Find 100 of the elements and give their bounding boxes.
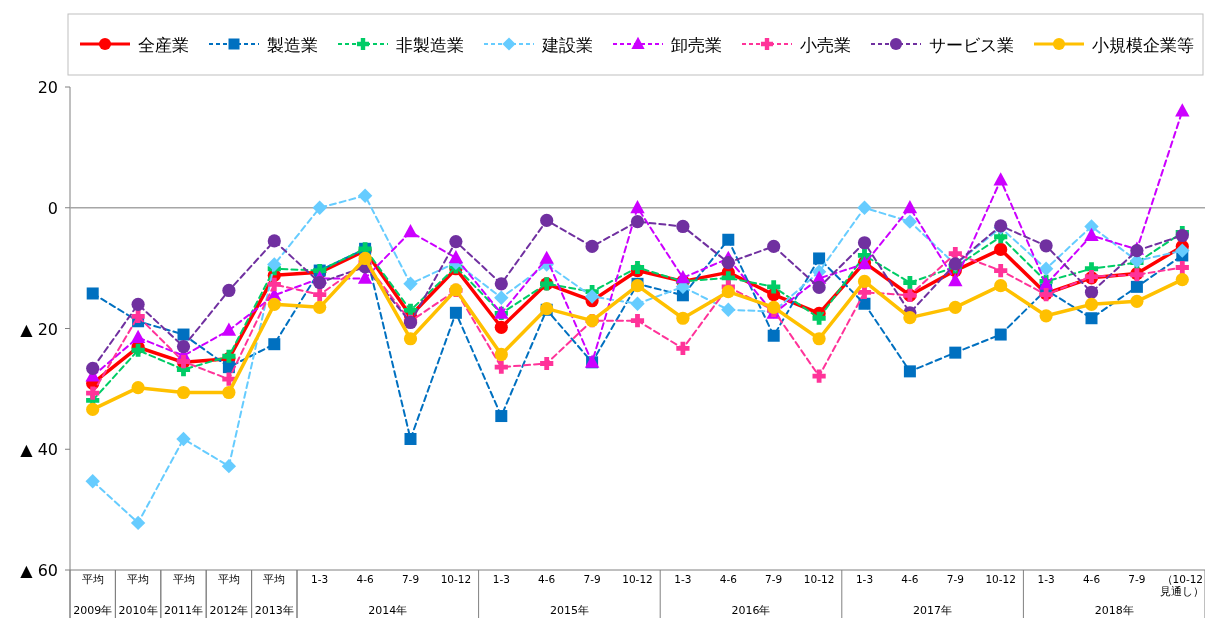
legend-label: 小規模企業等 [1092, 35, 1194, 55]
point [812, 280, 826, 295]
point [1084, 285, 1099, 299]
point [903, 311, 917, 325]
x-tick-label: 7-9 [946, 573, 964, 585]
point [358, 251, 372, 266]
text: 2012年 [209, 604, 249, 617]
legend-label: 製造業 [267, 35, 318, 55]
point [1130, 280, 1143, 293]
x-tick-label: 1-3 [855, 573, 874, 585]
point [994, 242, 1008, 257]
point [494, 290, 509, 305]
text: 2013年 [254, 604, 294, 617]
point [585, 239, 599, 253]
point [949, 346, 962, 359]
point [902, 199, 918, 214]
point [1175, 273, 1189, 287]
legend-label: 全産業 [138, 35, 189, 55]
point [404, 432, 417, 445]
point [812, 332, 826, 346]
point [903, 365, 916, 378]
x-tick-label: 7-9 [401, 573, 420, 585]
x-tick-label: 4-6 [356, 573, 374, 585]
point [539, 250, 554, 264]
text: 2011年 [164, 604, 203, 617]
legend-label: 小売業 [800, 35, 851, 55]
legend-label: サービス業 [929, 35, 1014, 55]
point [1039, 309, 1053, 323]
point [721, 285, 735, 299]
point [357, 188, 373, 203]
point [403, 332, 418, 346]
point [86, 386, 100, 400]
point [1175, 103, 1190, 117]
point [267, 277, 281, 292]
point [176, 340, 191, 354]
x-tick-label: 10-12 [803, 573, 835, 585]
x-tick-label: 平均 [81, 573, 104, 585]
x-tick-label: 10-12 [622, 573, 653, 585]
point [767, 239, 781, 253]
point [902, 214, 918, 229]
text: 2014年 [368, 604, 408, 617]
point [630, 215, 645, 229]
point [675, 269, 691, 284]
point [131, 297, 145, 311]
point [403, 224, 418, 238]
point [948, 273, 963, 287]
legend-label: 建設業 [541, 35, 593, 55]
point [676, 219, 690, 234]
point [993, 172, 1008, 186]
point [221, 322, 237, 336]
x-tick-label: 1-3 [674, 573, 692, 585]
point [494, 347, 508, 362]
x-tick-label: 平均 [217, 573, 240, 585]
point [994, 263, 1008, 278]
y-tick-label: 0 [47, 198, 58, 218]
point [1084, 297, 1099, 311]
point [1039, 239, 1053, 253]
x-tick-label: 7-9 [765, 573, 783, 585]
point [176, 385, 191, 400]
x-tick-label: 4-6 [538, 573, 556, 585]
x-tick-label: 平均 [263, 573, 286, 585]
point [721, 302, 736, 317]
point [994, 328, 1007, 341]
legend-label: 非製造業 [396, 35, 464, 55]
point [86, 287, 99, 300]
point [222, 283, 236, 298]
text: 2018年 [1094, 604, 1134, 617]
point [812, 369, 826, 383]
x-tick-label: 4-6 [1082, 573, 1101, 585]
x-tick-label: 10-12 [440, 573, 472, 585]
text: 2010年 [118, 604, 158, 617]
point [767, 329, 780, 342]
point [676, 311, 690, 325]
point [767, 280, 781, 294]
point [131, 381, 145, 395]
point [267, 257, 282, 272]
x-tick-label: 4-6 [901, 573, 919, 585]
x-tick-label: 7-9 [583, 573, 601, 585]
point [630, 296, 645, 311]
text: 2016年 [731, 604, 771, 617]
point [630, 199, 645, 214]
x-tick-label: 7-9 [1128, 573, 1146, 585]
x-tick-label: 10-12 [985, 573, 1016, 585]
point [1175, 243, 1190, 258]
point [721, 256, 735, 270]
x-tick-label: （10-12 見通し） [1160, 573, 1205, 597]
point [676, 341, 690, 356]
point [1038, 261, 1054, 276]
text: 2009年 [73, 604, 113, 617]
legend-label: 卸売業 [671, 35, 722, 55]
point [86, 361, 100, 375]
point [494, 277, 508, 291]
point [1130, 294, 1144, 308]
point [994, 279, 1008, 293]
point [313, 276, 327, 290]
point [494, 320, 508, 334]
y-tick-label: ▲ 40 [20, 440, 58, 460]
point [176, 431, 191, 447]
point [131, 309, 145, 324]
point [85, 474, 100, 489]
